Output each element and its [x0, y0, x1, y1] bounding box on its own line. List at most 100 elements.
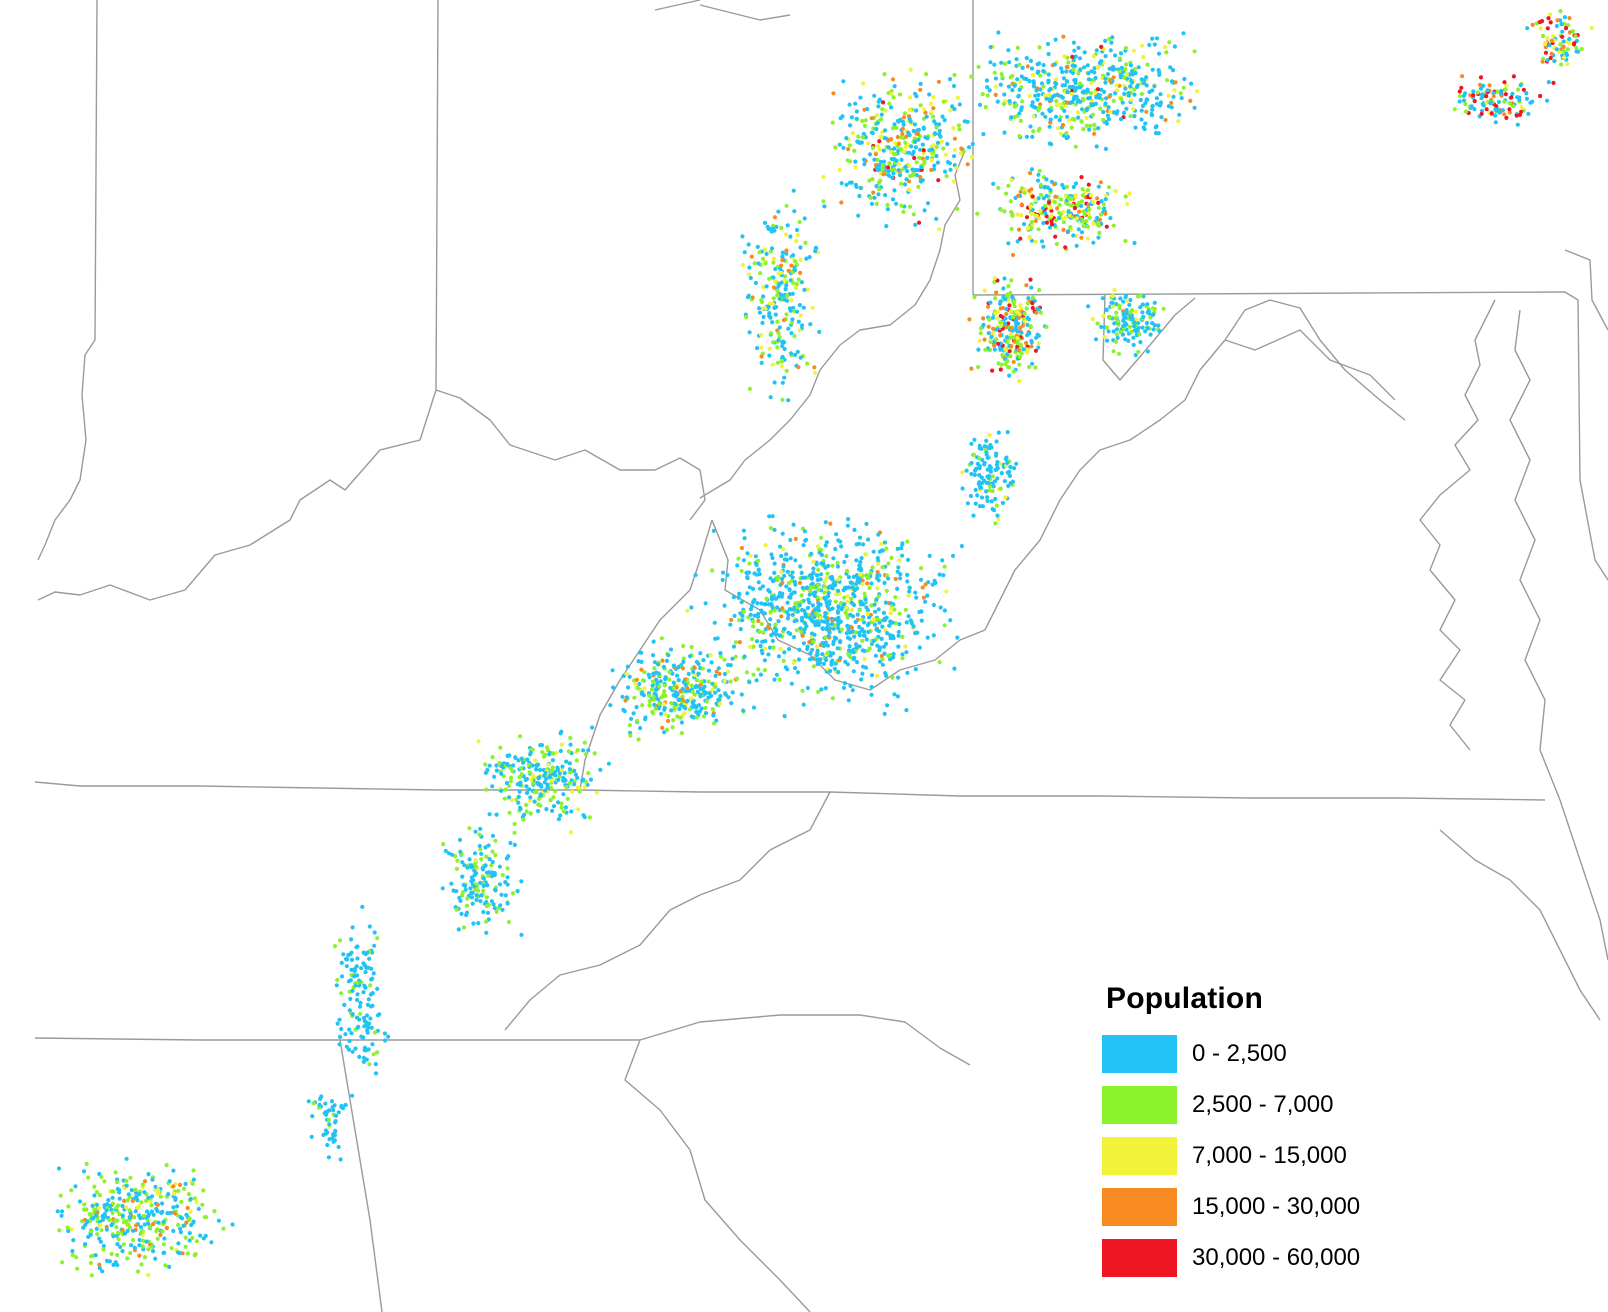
population-point	[927, 553, 932, 559]
population-point	[821, 661, 827, 667]
population-point	[363, 985, 368, 990]
population-point	[1189, 81, 1194, 86]
population-point	[1565, 47, 1570, 52]
population-point	[711, 713, 716, 718]
boundary-ohio-westvirginia	[699, 149, 966, 499]
population-point	[189, 1222, 194, 1228]
population-point	[788, 537, 793, 543]
population-point	[196, 1206, 201, 1211]
population-point	[880, 163, 885, 168]
population-point	[1516, 87, 1521, 92]
population-point	[759, 601, 764, 606]
population-point	[938, 605, 943, 610]
population-point	[916, 184, 921, 189]
population-point	[1066, 229, 1071, 234]
population-point	[1070, 215, 1075, 220]
population-point	[1054, 241, 1059, 247]
population-point	[59, 1209, 65, 1214]
population-point	[988, 443, 993, 448]
population-point	[874, 201, 879, 206]
population-point	[823, 543, 828, 548]
population-point	[575, 785, 580, 790]
population-point	[876, 187, 882, 192]
population-point	[800, 585, 805, 591]
population-point	[155, 1202, 160, 1207]
population-point	[845, 635, 851, 640]
population-point	[1161, 306, 1166, 311]
population-point	[896, 565, 901, 570]
population-point	[869, 684, 874, 690]
population-point	[1462, 91, 1468, 96]
population-point	[1136, 349, 1141, 354]
population-point	[1034, 310, 1039, 315]
coastline-atlantic	[1559, 799, 1608, 961]
population-point	[737, 591, 742, 596]
population-point	[774, 224, 779, 229]
population-point	[931, 633, 936, 638]
population-point	[1567, 16, 1572, 21]
legend-swatch-1	[1102, 1085, 1177, 1124]
population-point	[1157, 329, 1162, 334]
population-point	[896, 162, 901, 167]
population-point	[978, 485, 983, 490]
population-point	[1073, 194, 1078, 200]
population-point	[1008, 481, 1013, 486]
population-point	[916, 137, 921, 142]
population-point	[925, 635, 930, 640]
population-point	[1016, 315, 1022, 320]
population-point	[538, 792, 543, 797]
population-point	[1139, 91, 1144, 97]
population-point	[1027, 364, 1032, 370]
population-point	[1107, 94, 1112, 99]
population-point	[884, 573, 890, 578]
population-point	[377, 1012, 382, 1017]
population-point	[1019, 330, 1024, 335]
population-point	[1028, 204, 1033, 209]
population-point	[861, 602, 866, 607]
population-point	[620, 694, 625, 699]
population-point	[775, 319, 780, 324]
population-point	[494, 812, 499, 817]
population-point	[858, 185, 863, 191]
population-point	[736, 556, 741, 561]
population-point	[443, 848, 448, 854]
population-point	[710, 688, 715, 693]
population-point	[748, 275, 753, 281]
population-point	[955, 95, 960, 100]
population-point	[129, 1188, 134, 1193]
population-point	[797, 219, 802, 225]
population-point	[748, 612, 753, 617]
population-point	[1024, 283, 1029, 288]
population-point	[931, 114, 936, 119]
population-point	[912, 136, 918, 141]
population-point	[852, 634, 857, 639]
population-point	[176, 1188, 181, 1193]
population-point	[1111, 329, 1116, 334]
population-point	[681, 704, 687, 710]
population-point	[1011, 369, 1016, 374]
population-point	[1003, 457, 1009, 462]
population-point	[1095, 321, 1100, 326]
population-point	[853, 165, 858, 170]
population-point	[353, 1046, 358, 1051]
population-point	[1006, 284, 1011, 289]
population-point	[932, 119, 937, 124]
population-point	[782, 573, 787, 579]
population-point	[1141, 125, 1146, 130]
population-point	[1024, 56, 1029, 61]
population-point	[917, 645, 922, 650]
population-point	[788, 351, 794, 356]
population-point	[880, 624, 885, 629]
population-point	[1121, 323, 1126, 328]
population-point	[977, 338, 982, 343]
population-point	[139, 1230, 144, 1235]
population-point	[678, 715, 683, 720]
population-point	[1457, 94, 1463, 99]
population-point	[820, 626, 825, 631]
population-point	[913, 139, 918, 144]
population-point	[780, 606, 785, 611]
population-point	[831, 639, 836, 644]
population-point	[1169, 100, 1174, 105]
population-point	[74, 1255, 79, 1260]
population-point	[862, 591, 867, 596]
